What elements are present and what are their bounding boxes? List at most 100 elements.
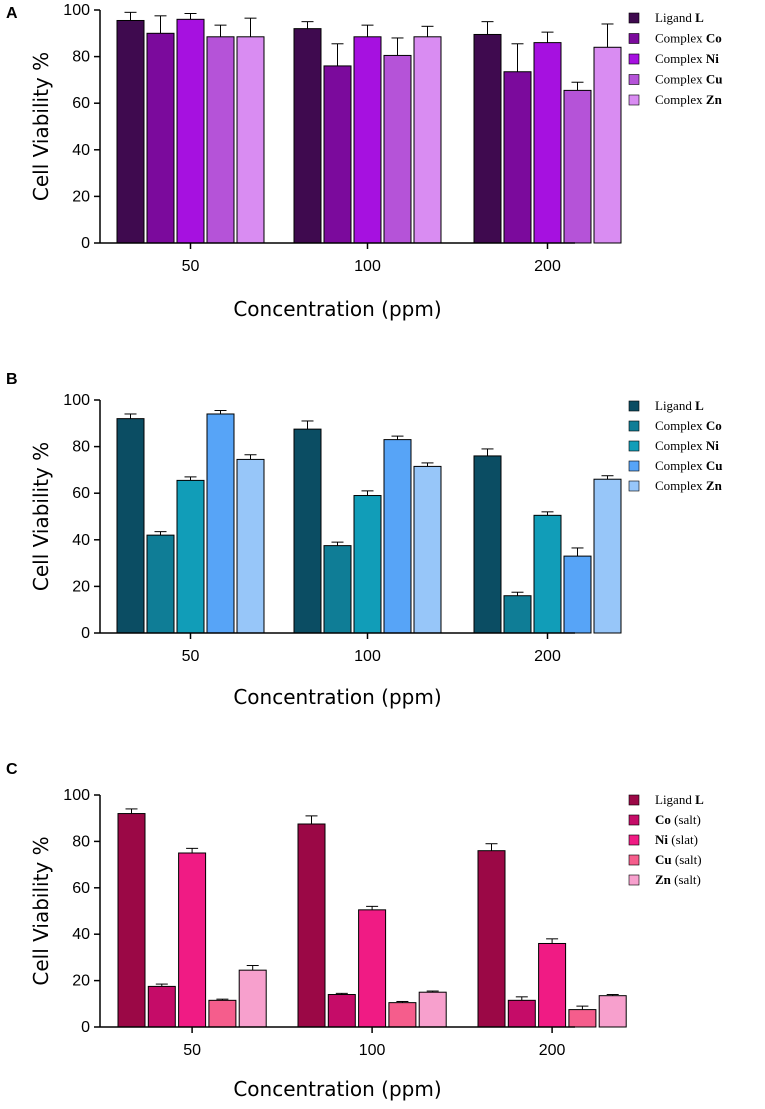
bar-c-s1-c100	[327, 994, 356, 1028]
legend-label-a-3: Complex Cu	[655, 72, 723, 87]
legend-label-b-0: Ligand L	[655, 398, 704, 413]
bar-a-s3-c50	[206, 36, 235, 244]
y-tick-label-c-80: 80	[72, 833, 90, 850]
x-tick-label-c-200: 200	[539, 1042, 566, 1059]
y-tick-label-b-80: 80	[72, 439, 90, 456]
legend-swatch-c-4	[628, 874, 640, 886]
x-tick-label-a-100: 100	[354, 258, 381, 275]
bar-a-s3-c100	[383, 54, 412, 244]
y-axis-title-a: Cell Viability %	[29, 52, 53, 201]
legend-label-c-2: Ni (slat)	[655, 832, 698, 847]
y-axis-title-c: Cell Viability %	[29, 836, 53, 985]
legend-label-b-1: Complex Co	[655, 418, 722, 433]
bar-a-s4-c200	[593, 46, 622, 244]
bar-b-s1-c50	[146, 534, 175, 634]
chart-a-svg: A 0 20 40 60 80 100 50 100 200 Cell Viability % Con…	[6, 2, 723, 321]
bar-c-s3-c200	[568, 1009, 597, 1028]
legend-label-a-1: Complex Co	[655, 31, 722, 46]
x-axis-title-c: Concentration (ppm)	[233, 1077, 441, 1101]
bar-a-s0-c200	[473, 33, 502, 244]
bar-b-s2-c200	[533, 514, 562, 634]
bar-b-s1-c200	[503, 595, 532, 634]
y-tick-label-c-60: 60	[72, 880, 90, 897]
y-tick-label-a-0: 0	[81, 235, 90, 252]
legend-label-c-4: Zn (salt)	[655, 872, 701, 887]
legend-swatch-c-1	[628, 814, 640, 826]
bar-b-s3-c50	[206, 413, 235, 634]
legend-swatch-a-3	[628, 74, 640, 85]
legend-label-b-3: Complex Cu	[655, 458, 723, 473]
bar-b-s1-c100	[323, 545, 352, 634]
y-tick-label-a-100: 100	[63, 2, 90, 19]
x-axis-title-b: Concentration (ppm)	[233, 685, 441, 709]
y-tick-label-b-20: 20	[72, 578, 90, 595]
bar-c-s3-c100	[388, 1002, 417, 1028]
y-axis-title-b: Cell Viability %	[29, 442, 53, 591]
legend-swatch-a-2	[628, 53, 640, 65]
bar-b-s0-c50	[116, 418, 145, 634]
bar-c-s0-c50	[117, 813, 146, 1028]
legend-swatch-c-0	[628, 794, 640, 806]
x-tick-label-b-50: 50	[182, 648, 200, 665]
legend-swatch-a-0	[628, 12, 640, 24]
y-tick-label-a-40: 40	[72, 142, 90, 159]
bar-b-s0-c200	[473, 455, 502, 634]
x-tick-label-a-200: 200	[534, 258, 561, 275]
y-tick-label-c-20: 20	[72, 973, 90, 990]
panel-letter-c: C	[6, 761, 18, 778]
panel-letter-b: B	[6, 371, 18, 388]
legend-swatch-a-4	[628, 94, 640, 106]
panel-letter-a: A	[6, 5, 18, 22]
bar-b-s3-c100	[383, 439, 412, 634]
bar-b-s4-c100	[413, 465, 442, 634]
legend-swatch-c-3	[628, 854, 640, 866]
x-tick-label-c-50: 50	[183, 1042, 201, 1059]
legend-swatch-b-0	[628, 400, 640, 412]
bar-b-s2-c50	[176, 479, 205, 634]
bar-b-s2-c100	[353, 495, 382, 634]
y-tick-label-c-0: 0	[81, 1019, 90, 1036]
chart-b-svg: B 0 20 40 60 80 100 50 100 200 Cell Viability % Con…	[6, 371, 723, 709]
bar-c-s2-c200	[538, 942, 567, 1028]
legend-swatch-b-3	[628, 460, 640, 472]
legend-label-a-4: Complex Zn	[655, 92, 723, 107]
legend-label-c-3: Cu (salt)	[655, 852, 702, 867]
legend-swatch-b-4	[628, 480, 640, 492]
y-tick-label-a-20: 20	[72, 188, 90, 205]
bar-c-s3-c50	[208, 999, 237, 1028]
bar-c-s1-c200	[507, 999, 536, 1028]
legend-swatch-b-2	[628, 440, 640, 452]
bar-a-s3-c200	[563, 89, 592, 244]
x-tick-label-b-100: 100	[354, 648, 381, 665]
y-tick-label-b-100: 100	[63, 392, 90, 409]
legend-swatch-a-1	[628, 33, 640, 44]
bar-b-s4-c200	[593, 478, 622, 634]
chart-panel-c: C 0 20 40 60 80 100 50 100 200 Cell Viability % Con…	[0, 760, 765, 1109]
legend-label-c-1: Co (salt)	[655, 812, 701, 827]
legend-label-a-0: Ligand L	[655, 10, 704, 25]
bar-a-s1-c50	[146, 32, 175, 244]
legend-label-b-2: Complex Ni	[655, 438, 719, 453]
y-tick-label-b-0: 0	[81, 625, 90, 642]
x-tick-label-a-50: 50	[182, 258, 200, 275]
bar-c-s4-c100	[418, 991, 447, 1028]
legend-label-c-0: Ligand L	[655, 792, 704, 807]
bar-a-s1-c100	[323, 65, 352, 244]
x-tick-label-c-100: 100	[359, 1042, 386, 1059]
y-tick-label-c-40: 40	[72, 926, 90, 943]
bar-a-s0-c50	[116, 19, 145, 244]
bar-c-s0-c200	[477, 850, 506, 1028]
y-tick-label-c-100: 100	[63, 787, 90, 804]
bar-a-s2-c200	[533, 42, 562, 244]
bar-c-s4-c50	[238, 969, 267, 1028]
bar-c-s4-c200	[598, 995, 627, 1028]
chart-panel-b: B 0 20 40 60 80 100 50 100 200 Cell Viability % Con…	[0, 368, 765, 713]
y-tick-label-b-60: 60	[72, 485, 90, 502]
bar-b-s3-c200	[563, 555, 592, 634]
chart-c-svg: C 0 20 40 60 80 100 50 100 200 Cell Viability % Con…	[6, 761, 704, 1101]
y-tick-label-a-80: 80	[72, 49, 90, 66]
bar-c-s2-c100	[358, 909, 387, 1028]
bar-a-s4-c100	[413, 36, 442, 244]
bar-a-s2-c100	[353, 36, 382, 244]
bar-a-s2-c50	[176, 18, 205, 244]
